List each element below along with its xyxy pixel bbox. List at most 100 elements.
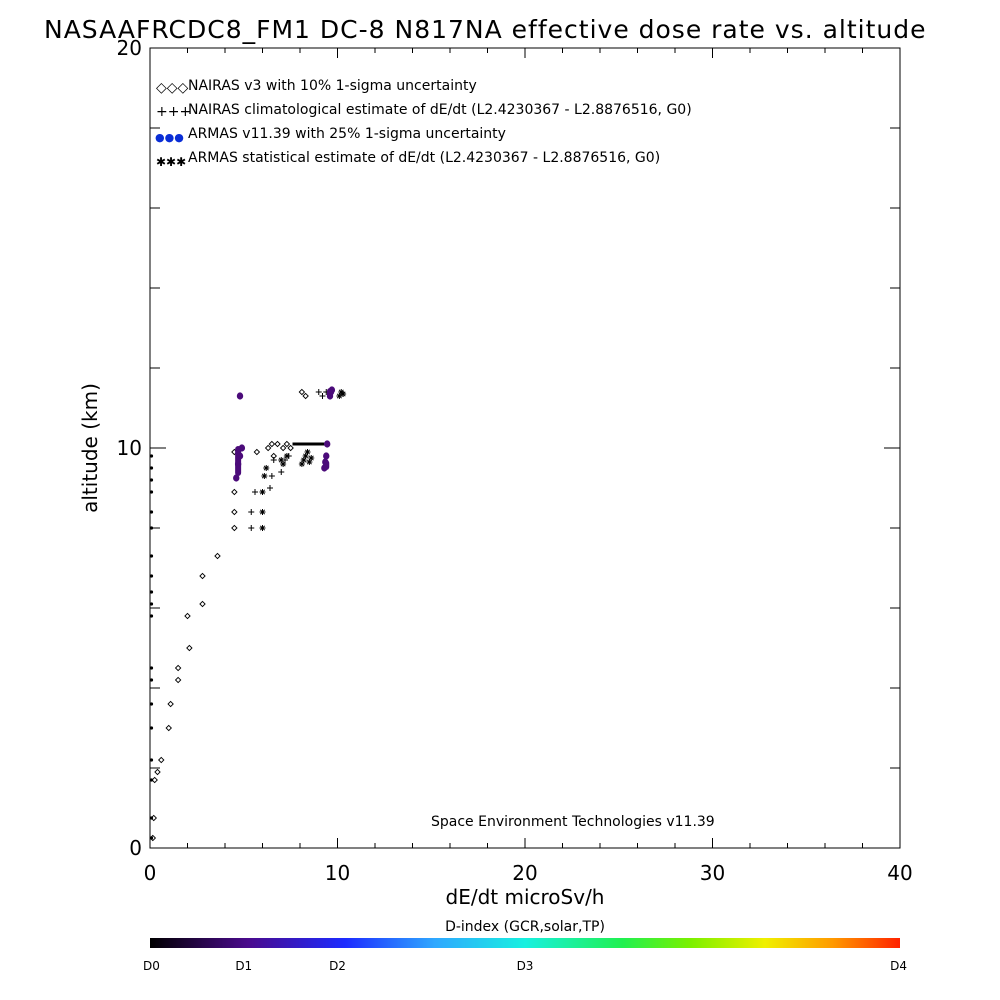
- nairas-clim-point: [270, 457, 277, 463]
- plot-frame: [149, 47, 901, 849]
- armas-stat-point: [261, 473, 268, 479]
- credit-text: Space Environment Technologies v11.39: [431, 814, 715, 830]
- axis-point: [149, 614, 154, 618]
- nairas-point: [174, 664, 182, 672]
- nairas-point: [231, 488, 238, 496]
- legend-label-armas: ARMAS v11.39 with 25% 1-sigma uncertaint…: [188, 126, 506, 142]
- axis-point: [149, 510, 154, 514]
- axis-tick-labels: 0 10 20 30 40 0 10 20: [117, 36, 913, 885]
- x-tick-label: 20: [512, 861, 537, 885]
- nairas-point: [279, 444, 287, 452]
- armas-cluster: [235, 446, 242, 476]
- axis-point: [149, 816, 154, 820]
- nairas-point: [253, 448, 261, 456]
- armas-point: [236, 392, 244, 400]
- y-tick-label: 10: [117, 436, 142, 460]
- nairas-point: [268, 440, 276, 448]
- armas-stat-point: [263, 465, 270, 471]
- axis-point: [149, 702, 154, 706]
- nairas-clim-point: [248, 509, 255, 515]
- axis-point: [149, 466, 154, 470]
- legend-label-nairas-clim: NAIRAS climatological estimate of dE/dt …: [188, 102, 692, 118]
- ast-d2: [280, 461, 286, 467]
- nairas-point: [174, 676, 182, 684]
- nairas-point: [274, 440, 281, 448]
- legend-label-nairas: NAIRAS v3 with 10% 1-sigma uncertainty: [188, 78, 477, 94]
- axis-point: [149, 454, 154, 458]
- nairas-clim-point: [315, 389, 322, 395]
- armas-point: [233, 474, 240, 482]
- ast-d2: [263, 465, 269, 471]
- ast-d2: [304, 449, 311, 455]
- x-tick-label: 40: [887, 861, 912, 885]
- nairas-point: [151, 776, 158, 784]
- nairas-point: [298, 388, 306, 396]
- ast-d2: [261, 473, 267, 479]
- armas-stat-point: [340, 391, 347, 397]
- nairas-clim-point: [319, 393, 326, 399]
- x-axis-label: dE/dt microSv/h: [446, 885, 605, 909]
- axis-point: [149, 478, 154, 482]
- ast-d2: [259, 525, 266, 531]
- data-points: [149, 386, 347, 842]
- colorbar-title: D-index (GCR,solar,TP): [445, 919, 605, 935]
- legend: ◇◇◇ NAIRAS v3 with 10% 1-sigma uncertain…: [155, 78, 692, 169]
- nairas-point: [167, 700, 174, 708]
- axis-point: [149, 526, 154, 530]
- colorbar-tick-label: D0: [143, 959, 160, 973]
- legend-marker-armas-stat: ✱✱✱: [156, 155, 186, 169]
- nairas-point: [231, 508, 238, 516]
- armas-cluster: [323, 460, 330, 470]
- x-tick-label: 30: [700, 861, 725, 885]
- armas-stat-point: [259, 489, 266, 495]
- nairas-point: [214, 552, 221, 560]
- armas-stat-point: [259, 509, 266, 515]
- ast-d2: [284, 453, 290, 459]
- nairas-point: [199, 600, 206, 608]
- axis-point: [149, 778, 154, 782]
- armas-stat-point: [283, 453, 290, 459]
- nairas-clim-point: [278, 469, 285, 475]
- axis-point: [149, 726, 154, 730]
- colorbar-tick-label: D3: [517, 959, 534, 973]
- nairas-clim-point: [267, 485, 273, 491]
- chart-title: NASAAFRCDC8_FM1 DC-8 N817NA effective do…: [44, 15, 927, 44]
- armas-stat-point: [308, 455, 315, 461]
- ast-d2: [259, 489, 266, 495]
- axis-point: [149, 666, 154, 670]
- y-tick-label: 20: [117, 36, 142, 60]
- y-tick-label: 0: [129, 836, 142, 860]
- nairas-point: [231, 524, 238, 532]
- colorbar-tick-label: D2: [329, 959, 346, 973]
- nairas-point: [158, 756, 165, 764]
- colorbar: [150, 938, 900, 948]
- nairas-clim-point: [248, 525, 255, 531]
- nairas-clim-point: [252, 489, 258, 495]
- axis-point: [149, 554, 154, 558]
- armas-cluster: [327, 388, 333, 398]
- nairas-point: [287, 444, 294, 452]
- legend-marker-armas: ●●●: [155, 131, 184, 144]
- x-tick-label: 10: [325, 861, 350, 885]
- axis-point: [149, 678, 154, 682]
- legend-marker-nairas: ◇◇◇: [156, 80, 189, 96]
- colorbar-ticks: D0 D1 D2 D3 D4: [143, 959, 907, 973]
- axis-point: [149, 590, 154, 594]
- nairas-clim-point: [268, 473, 275, 479]
- ast-d2: [340, 391, 346, 397]
- nairas-point: [283, 440, 291, 448]
- nairas-point: [165, 724, 172, 732]
- nairas-point: [302, 392, 309, 400]
- colorbar-tick-label: D1: [235, 959, 252, 973]
- armas-point: [323, 440, 331, 448]
- legend-label-armas-stat: ARMAS statistical estimate of dE/dt (L2.…: [188, 150, 660, 166]
- nairas-point: [199, 572, 206, 580]
- axis-point: [149, 574, 154, 578]
- axis-point: [149, 836, 154, 840]
- axis-point: [149, 758, 154, 762]
- axis-point: [149, 490, 154, 494]
- y-axis-label: altitude (km): [78, 383, 102, 513]
- legend-marker-nairas-clim: +++: [156, 104, 191, 120]
- nairas-point: [184, 612, 191, 620]
